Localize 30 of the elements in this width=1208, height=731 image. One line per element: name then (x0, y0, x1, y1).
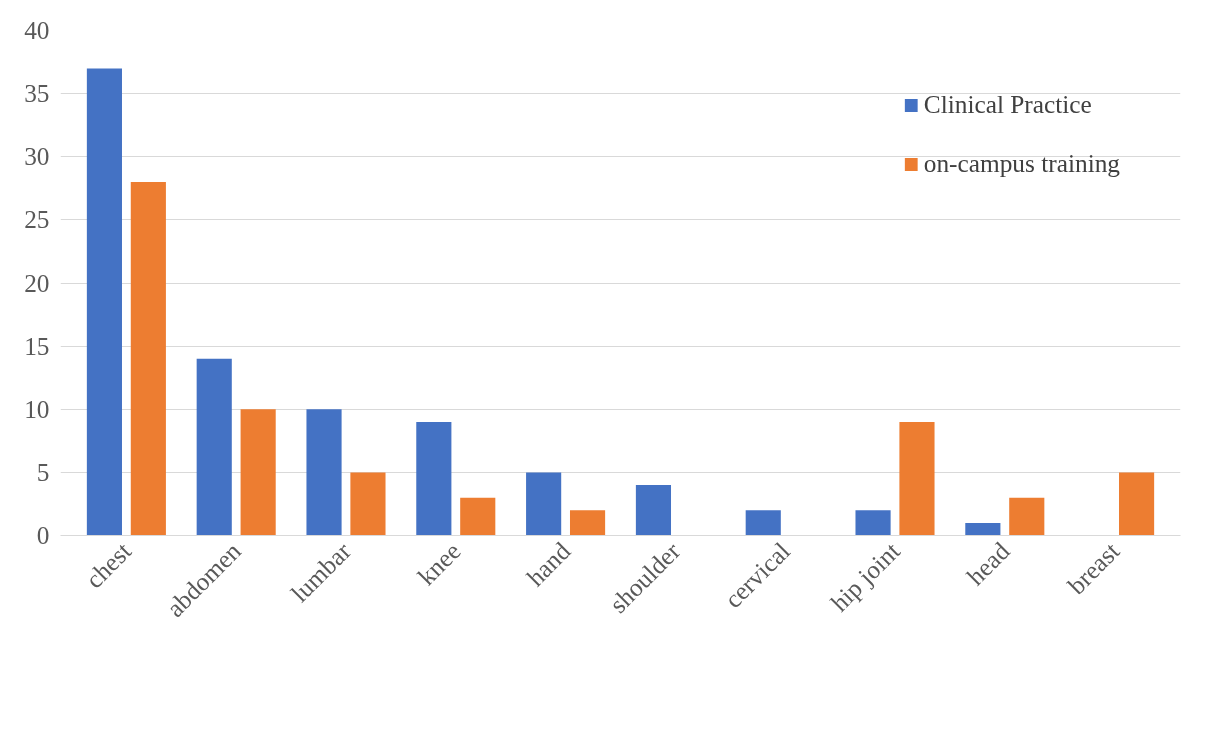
x-tick-label: knee (412, 536, 466, 591)
bar (86, 68, 122, 536)
bar (196, 358, 232, 536)
bar (635, 485, 672, 536)
bar (1009, 497, 1045, 536)
bar (130, 182, 166, 536)
y-tick-label: 0 (36, 521, 50, 549)
y-tick-label: 5 (36, 457, 50, 486)
y-tick-label: 30 (24, 142, 50, 171)
y-tick-label: 10 (24, 394, 50, 423)
legend-label: on-campus training (923, 149, 1120, 178)
bar (1119, 472, 1155, 536)
y-tick-label: 35 (24, 79, 50, 108)
bar (460, 497, 496, 536)
bar (526, 472, 562, 536)
y-tick-label: 25 (24, 205, 50, 234)
bar (240, 409, 276, 536)
y-tick-label: 20 (24, 268, 50, 297)
x-tick-label: chest (79, 536, 137, 594)
bar (306, 409, 342, 536)
bar (350, 472, 386, 536)
bar (899, 421, 935, 536)
legend-label: Clinical Practice (923, 90, 1092, 119)
bar (569, 510, 606, 536)
bar (855, 510, 891, 536)
y-tick-label: 15 (24, 331, 50, 360)
bar (745, 510, 781, 536)
bar (965, 522, 1001, 536)
bar (416, 421, 452, 536)
y-tick-label: 40 (24, 16, 50, 44)
